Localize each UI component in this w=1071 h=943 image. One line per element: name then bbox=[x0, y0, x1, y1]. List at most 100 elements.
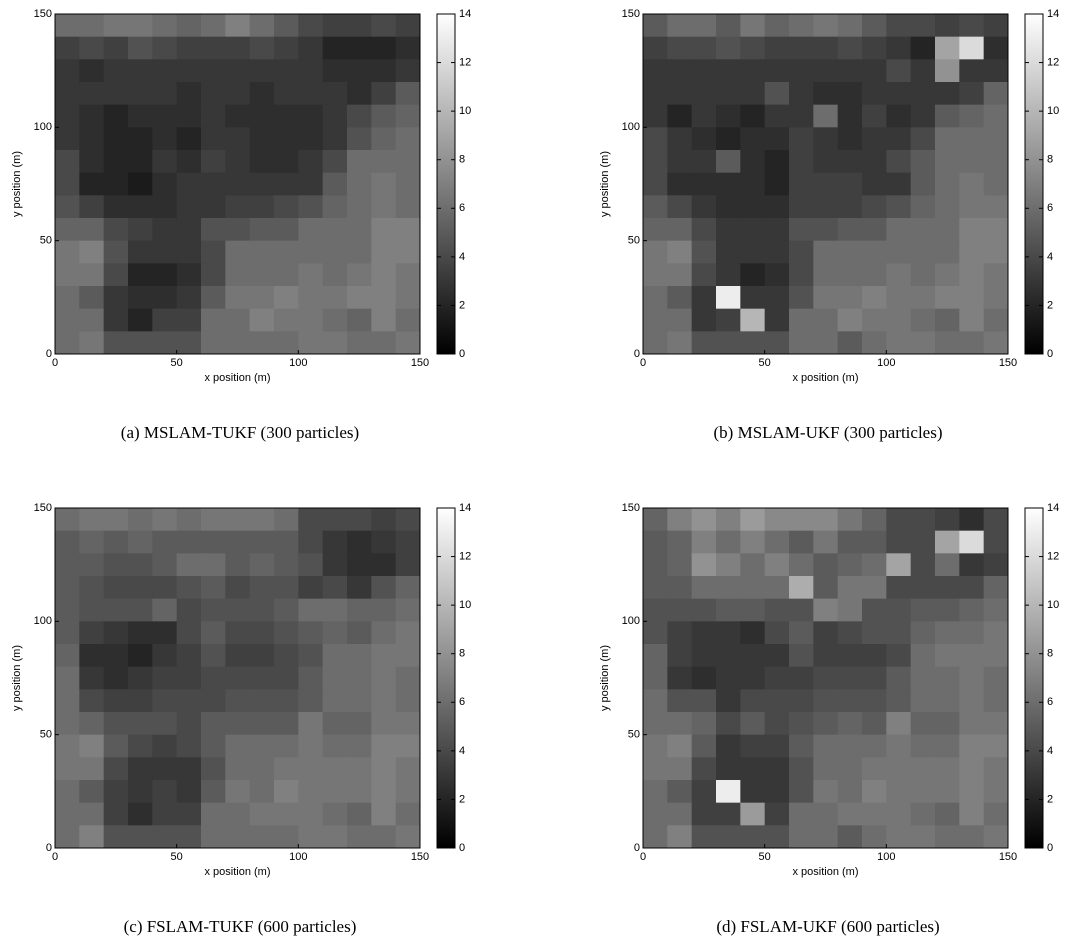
heat-cell bbox=[298, 263, 324, 287]
heat-cell bbox=[322, 82, 348, 106]
heat-cell bbox=[371, 508, 397, 532]
heat-cell bbox=[935, 104, 960, 128]
heat-cell bbox=[643, 598, 668, 622]
heat-cell bbox=[103, 553, 129, 577]
heat-cell bbox=[371, 734, 397, 758]
heat-cell bbox=[103, 286, 129, 310]
heat-cell bbox=[667, 331, 693, 355]
heat-cell bbox=[79, 712, 105, 736]
heat-cell bbox=[298, 104, 324, 128]
heat-cell bbox=[983, 553, 1009, 577]
heat-cell bbox=[667, 644, 693, 668]
heat-cell bbox=[79, 36, 105, 60]
heat-cell bbox=[274, 598, 299, 622]
heat-cell bbox=[201, 331, 226, 355]
heat-cell bbox=[322, 734, 348, 758]
x-tick-label: 100 bbox=[289, 357, 307, 369]
heat-cell bbox=[371, 127, 397, 151]
colorbar-tick-label: 14 bbox=[1047, 502, 1059, 514]
heat-cell bbox=[691, 36, 717, 60]
heat-cell bbox=[225, 150, 251, 174]
heat-cell bbox=[789, 36, 814, 60]
y-tick-label: 100 bbox=[34, 615, 52, 627]
heat-cell bbox=[347, 36, 372, 60]
heat-cell bbox=[176, 218, 202, 242]
heat-cell bbox=[322, 553, 348, 577]
heat-cell bbox=[813, 712, 839, 736]
heat-cell bbox=[225, 127, 251, 151]
heat-cell bbox=[910, 263, 936, 287]
heat-cell bbox=[371, 263, 397, 287]
heat-cell bbox=[79, 150, 105, 174]
heat-cell bbox=[789, 14, 814, 38]
heat-cell bbox=[176, 621, 202, 645]
heat-cell bbox=[886, 172, 912, 196]
heat-cell bbox=[740, 82, 766, 106]
heat-cell bbox=[55, 712, 80, 736]
heat-cell bbox=[886, 712, 912, 736]
heat-cell bbox=[201, 82, 226, 106]
heat-cell bbox=[225, 104, 251, 128]
heat-cell bbox=[249, 621, 275, 645]
heat-cell bbox=[886, 150, 912, 174]
heat-cell bbox=[789, 59, 814, 83]
x-tick-label: 0 bbox=[52, 851, 58, 863]
heat-cell bbox=[935, 689, 960, 713]
heat-cell bbox=[837, 530, 863, 554]
heat-cell bbox=[176, 644, 202, 668]
heat-cell bbox=[862, 150, 887, 174]
heat-cell bbox=[322, 195, 348, 219]
heat-cell bbox=[667, 621, 693, 645]
heat-cell bbox=[764, 36, 790, 60]
heat-cell bbox=[176, 666, 202, 690]
heat-cell bbox=[176, 825, 202, 849]
heat-cell bbox=[691, 757, 717, 781]
heat-cell bbox=[886, 553, 912, 577]
heat-cell bbox=[716, 240, 741, 264]
heat-cell bbox=[935, 218, 960, 242]
heat-cell bbox=[298, 331, 324, 355]
heat-cell bbox=[347, 104, 372, 128]
heat-cell bbox=[910, 757, 936, 781]
heat-cell bbox=[789, 825, 814, 849]
heat-cell bbox=[128, 150, 153, 174]
heat-cell bbox=[691, 263, 717, 287]
heat-cell bbox=[201, 14, 226, 38]
heat-cell bbox=[862, 757, 887, 781]
heat-cell bbox=[789, 553, 814, 577]
heat-cell bbox=[249, 553, 275, 577]
heat-cell bbox=[643, 757, 668, 781]
heat-cell bbox=[128, 331, 153, 355]
heat-cell bbox=[935, 644, 960, 668]
heat-cell bbox=[322, 263, 348, 287]
heat-cell bbox=[347, 802, 372, 826]
heat-cell bbox=[789, 172, 814, 196]
heat-cell bbox=[862, 598, 887, 622]
heat-cell bbox=[935, 598, 960, 622]
heat-cell bbox=[862, 286, 887, 310]
heat-cell bbox=[128, 621, 153, 645]
x-tick-label: 150 bbox=[411, 851, 429, 863]
heat-cell bbox=[837, 666, 863, 690]
heat-cell bbox=[691, 82, 717, 106]
heat-cell bbox=[152, 689, 178, 713]
heat-cell bbox=[128, 286, 153, 310]
heat-cell bbox=[959, 195, 985, 219]
heat-cell bbox=[643, 14, 668, 38]
heat-cell bbox=[789, 712, 814, 736]
heat-cell bbox=[764, 218, 790, 242]
heat-cell bbox=[935, 286, 960, 310]
heat-cell bbox=[225, 666, 251, 690]
heat-cell bbox=[55, 240, 80, 264]
heat-cell bbox=[79, 644, 105, 668]
heat-cell bbox=[789, 218, 814, 242]
heat-cell bbox=[128, 104, 153, 128]
colorbar bbox=[436, 507, 456, 849]
heat-cell bbox=[959, 757, 985, 781]
heat-cell bbox=[740, 286, 766, 310]
heat-cell bbox=[862, 825, 887, 849]
heat-cell bbox=[152, 576, 178, 600]
heat-cell bbox=[298, 734, 324, 758]
y-tick-label: 50 bbox=[628, 729, 640, 741]
heat-cell bbox=[225, 712, 251, 736]
